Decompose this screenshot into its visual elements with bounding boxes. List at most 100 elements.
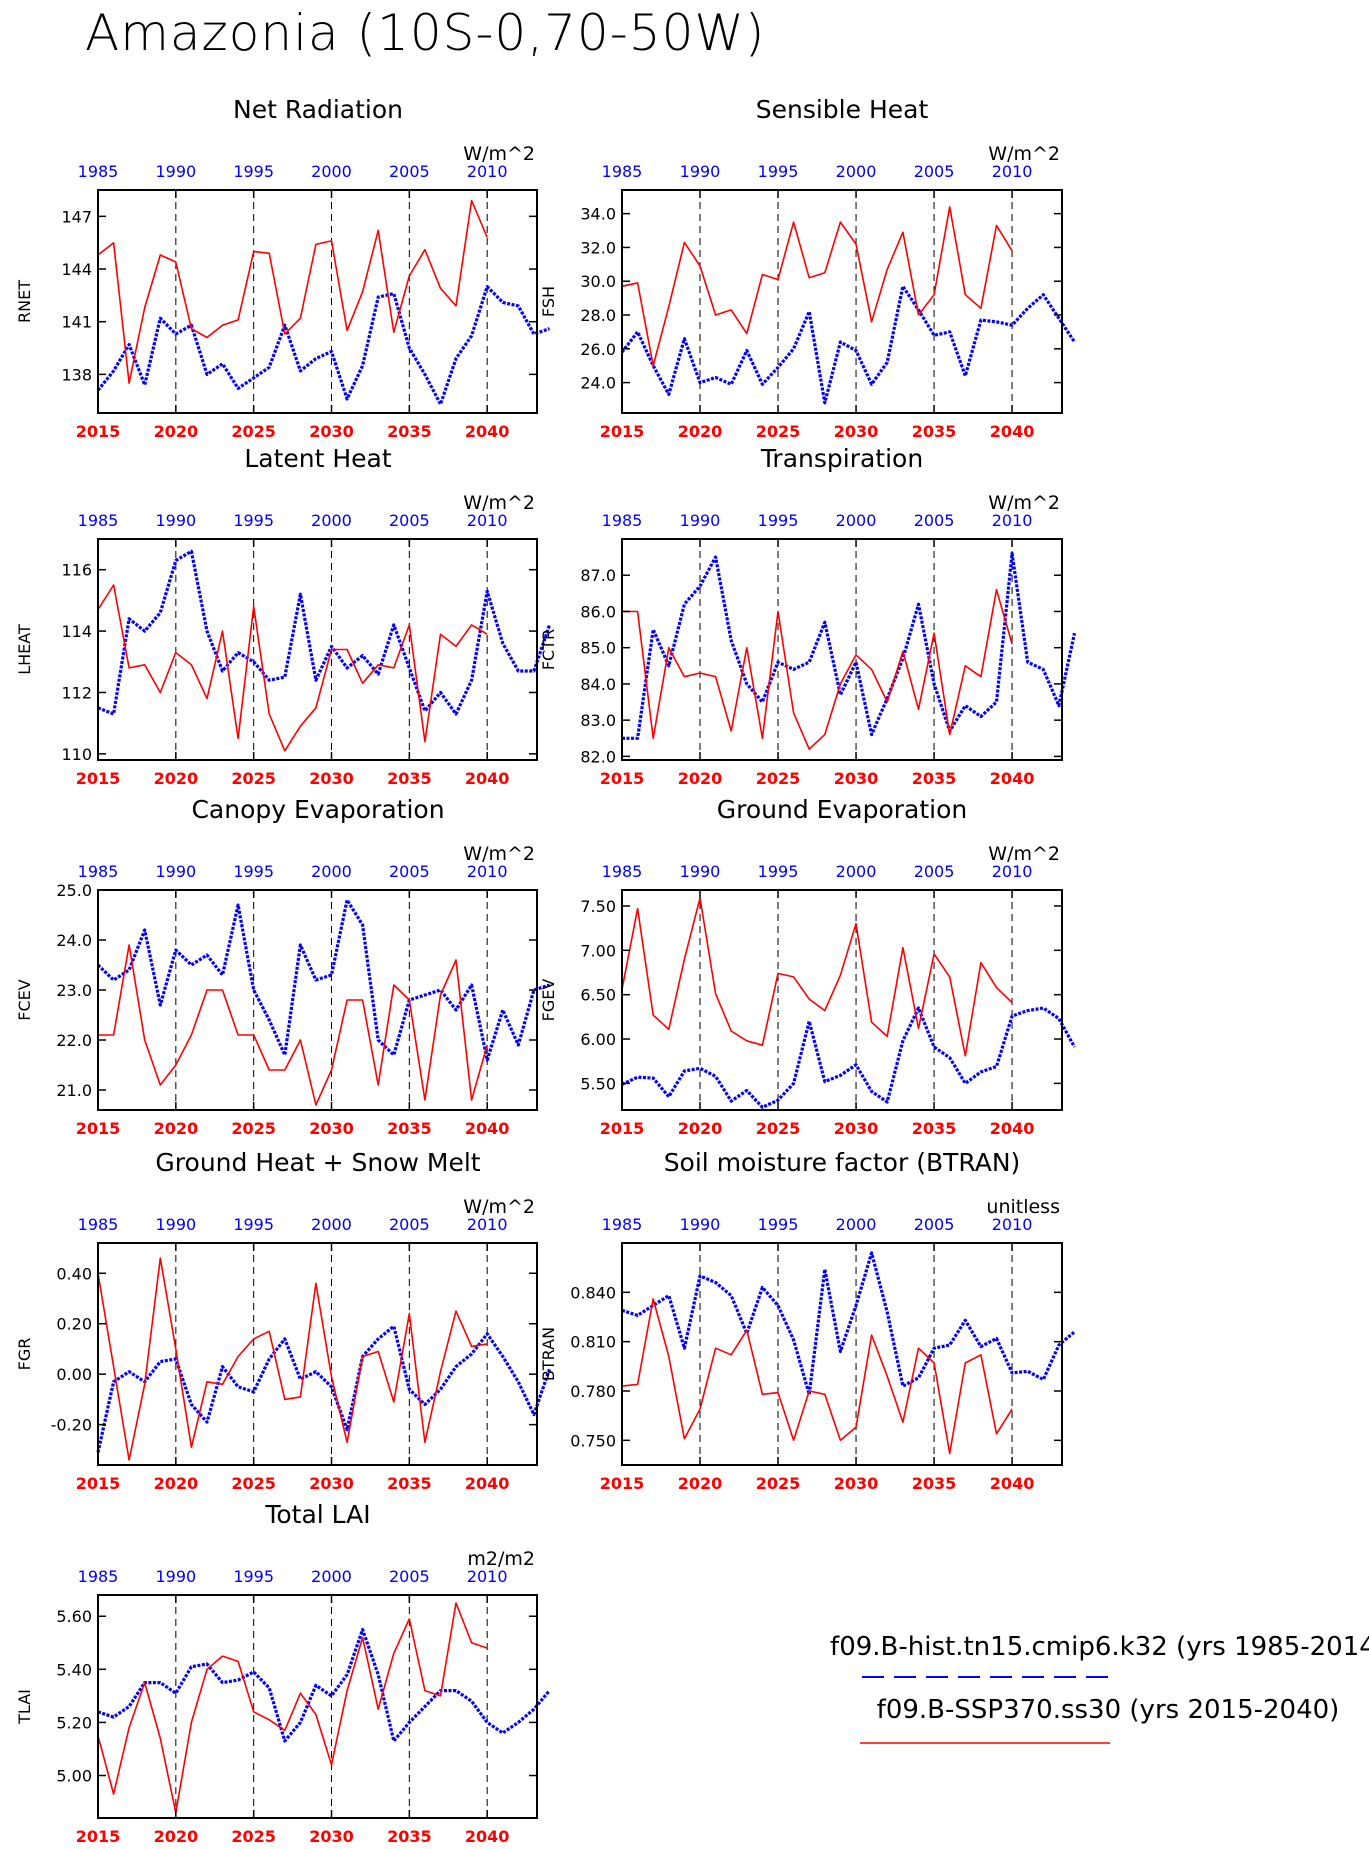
series-line-hist <box>621 1006 1076 1109</box>
x-tick-label-top: 1985 <box>78 162 119 181</box>
x-tick-label-top: 2000 <box>311 1215 352 1234</box>
series-line-ssp <box>98 944 488 1106</box>
x-tick-label-top: 1990 <box>680 862 721 881</box>
x-tick-label-top: 1990 <box>155 1215 196 1234</box>
chart-panel-lheat: Latent Heat W/m^2 110 112 114 116 LHEAT 2015 202… <box>15 444 552 788</box>
x-tick-label-top: 1995 <box>758 1215 799 1234</box>
plot-frame <box>97 189 538 414</box>
x-tick-label-bottom: 2035 <box>912 1119 957 1138</box>
x-tick-label-bottom: 2035 <box>387 1827 432 1846</box>
x-tick-label-bottom: 2040 <box>465 422 510 441</box>
x-tick-label-top: 2010 <box>467 862 508 881</box>
x-tick-label-bottom: 2025 <box>756 1474 801 1493</box>
chart-panel-fsh: Sensible Heat W/m^2 24.0 26.0 28.0 30.0 32.0 34… <box>539 95 1076 441</box>
x-tick-label-top: 2010 <box>467 1567 508 1586</box>
plot-frame <box>97 538 538 761</box>
y-tick-label: 83.0 <box>580 711 616 730</box>
x-tick-label-top: 2010 <box>992 1215 1033 1234</box>
units-label: unitless <box>986 1196 1060 1218</box>
series-line-ssp <box>621 1298 1013 1455</box>
y-axis-label: LHEAT <box>15 624 34 675</box>
y-tick-label: 147 <box>61 207 92 226</box>
x-tick-label-bottom: 2030 <box>834 422 879 441</box>
y-tick-label: 5.20 <box>56 1713 92 1732</box>
chart-title: Ground Evaporation <box>717 795 967 824</box>
x-tick-label-bottom: 2015 <box>600 422 645 441</box>
x-tick-label-bottom: 2030 <box>834 1474 879 1493</box>
chart-panels: Net Radiation W/m^2 138 141 144 147 RNET 2015 20… <box>15 95 1077 1846</box>
x-tick-label-bottom: 2025 <box>756 1119 801 1138</box>
x-tick-label-bottom: 2040 <box>990 1474 1035 1493</box>
legend-ssp-label: f09.B-SSP370.ss30 (yrs 2015-2040) <box>877 1695 1340 1725</box>
chart-title: Net Radiation <box>233 95 403 124</box>
x-tick-label-bottom: 2035 <box>387 1119 432 1138</box>
x-tick-label-bottom: 2025 <box>231 1119 276 1138</box>
x-tick-label-top: 1995 <box>758 162 799 181</box>
chart-panel-btran: Soil moisture factor (BTRAN) unitless 0.75… <box>539 1148 1076 1493</box>
y-tick-label: 34.0 <box>580 205 616 224</box>
x-tick-label-top: 1985 <box>602 162 643 181</box>
y-tick-label: -0.20 <box>51 1416 92 1435</box>
x-tick-label-bottom: 2040 <box>465 1474 510 1493</box>
y-tick-label: 0.40 <box>56 1264 92 1283</box>
x-tick-label-bottom: 2035 <box>387 769 432 788</box>
series-line-ssp <box>621 897 1013 1057</box>
series-line-ssp <box>97 1602 488 1814</box>
x-tick-label-bottom: 2015 <box>600 1119 645 1138</box>
chart-title: Sensible Heat <box>756 95 929 124</box>
series-line-ssp <box>622 588 1013 750</box>
x-tick-label-bottom: 2020 <box>678 1474 723 1493</box>
chart-panel-fcev: Canopy Evaporation W/m^2 21.0 22.0 23.0 24.0 2… <box>15 795 550 1138</box>
y-tick-label: 144 <box>61 260 92 279</box>
y-tick-label: 28.0 <box>580 306 616 325</box>
y-axis-label: FSH <box>539 286 558 317</box>
x-tick-label-top: 2000 <box>836 862 877 881</box>
x-tick-label-bottom: 2040 <box>990 1119 1035 1138</box>
chart-panel-rnet: Net Radiation W/m^2 138 141 144 147 RNET 2015 20… <box>15 95 551 441</box>
x-tick-label-bottom: 2015 <box>76 769 121 788</box>
x-tick-label-top: 2000 <box>311 1567 352 1586</box>
plot-frame <box>621 1242 1063 1466</box>
series-line-hist <box>96 898 550 1062</box>
y-tick-label: 21.0 <box>56 1081 92 1100</box>
x-tick-label-bottom: 2020 <box>154 1119 199 1138</box>
x-tick-label-bottom: 2025 <box>756 422 801 441</box>
chart-panel-fctr: Transpiration W/m^2 82.0 83.0 84.0 85.0 86.0 87… <box>539 444 1077 788</box>
y-tick-label: 141 <box>61 313 92 332</box>
y-axis-label: FCEV <box>15 979 34 1020</box>
y-tick-label: 86.0 <box>580 602 616 621</box>
y-tick-label: 110 <box>61 745 92 764</box>
x-tick-label-bottom: 2030 <box>309 1827 354 1846</box>
x-tick-label-bottom: 2030 <box>309 1474 354 1493</box>
x-tick-label-top: 2010 <box>992 862 1033 881</box>
x-tick-label-top: 1985 <box>78 511 119 530</box>
x-tick-label-top: 1990 <box>155 1567 196 1586</box>
x-tick-label-top: 1990 <box>155 862 196 881</box>
chart-panel-fgr: Ground Heat + Snow Melt W/m^2 -0.20 0.00 0.2… <box>15 1148 552 1493</box>
units-label: W/m^2 <box>463 843 535 865</box>
x-tick-label-top: 2005 <box>914 162 955 181</box>
x-tick-label-top: 2000 <box>311 862 352 881</box>
x-tick-label-top: 2005 <box>389 511 430 530</box>
x-tick-label-top: 2010 <box>467 1215 508 1234</box>
x-tick-label-bottom: 2030 <box>309 422 354 441</box>
y-tick-label: 114 <box>61 622 92 641</box>
y-axis-label: FCTR <box>539 629 558 670</box>
x-tick-label-bottom: 2020 <box>678 1119 723 1138</box>
x-tick-label-bottom: 2030 <box>309 1119 354 1138</box>
plot-frame <box>621 538 1063 761</box>
series-line-hist <box>621 1251 1076 1396</box>
y-tick-label: 0.780 <box>570 1382 616 1401</box>
x-tick-label-top: 2005 <box>914 1215 955 1234</box>
y-tick-label: 5.00 <box>56 1767 92 1786</box>
x-tick-label-bottom: 2035 <box>912 1474 957 1493</box>
chart-title: Ground Heat + Snow Melt <box>155 1148 480 1177</box>
x-tick-label-bottom: 2025 <box>231 769 276 788</box>
x-tick-label-top: 2010 <box>467 511 508 530</box>
x-tick-label-top: 1985 <box>602 511 643 530</box>
x-tick-label-top: 2010 <box>992 511 1033 530</box>
x-tick-label-top: 1995 <box>758 862 799 881</box>
chart-title: Canopy Evaporation <box>191 795 444 824</box>
x-tick-label-top: 1990 <box>680 1215 721 1234</box>
y-axis-label: BTRAN <box>539 1327 558 1381</box>
